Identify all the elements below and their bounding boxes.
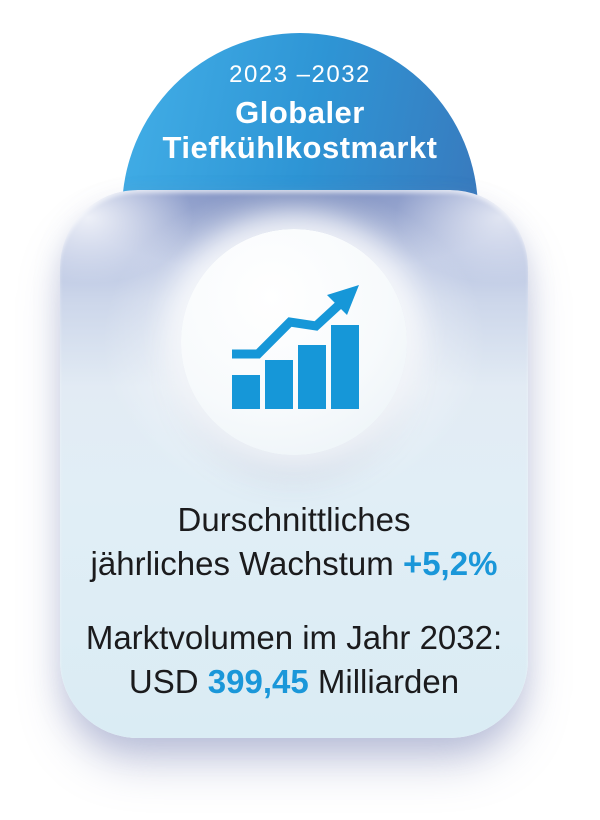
growth-line1: Durschnittliches <box>60 498 528 542</box>
bar-4 <box>331 325 359 409</box>
growth-stat: Durschnittliches jährliches Wachstum +5,… <box>60 498 528 586</box>
page-title: Globaler Tiefkühlkostmarkt <box>162 95 438 165</box>
trend-arrowhead <box>327 285 359 315</box>
trend-line <box>232 299 345 359</box>
growth-line2: jährliches Wachstum +5,2% <box>60 542 528 586</box>
growth-value: +5,2% <box>402 545 498 582</box>
icon-circle <box>181 229 407 455</box>
volume-label: Marktvolumen im Jahr 2032: <box>85 619 503 656</box>
bar-3 <box>298 345 326 409</box>
bar-2 <box>265 360 293 409</box>
growth-bar-chart-icon <box>232 285 359 409</box>
volume-stat: Marktvolumen im Jahr 2032: USD 399,45 Mi… <box>60 616 528 704</box>
stat-card: Durschnittliches jährliches Wachstum +5,… <box>60 190 528 738</box>
volume-line2: USD 399,45 Milliarden <box>60 660 528 704</box>
growth-text-line1: Durschnittliches <box>177 501 411 538</box>
volume-value: 399,45 <box>207 663 309 700</box>
volume-currency: USD <box>128 663 199 700</box>
period-label: 2023 –2032 <box>229 61 371 88</box>
volume-unit: Milliarden <box>317 663 460 700</box>
growth-text-line2: jährliches Wachstum <box>90 545 394 582</box>
volume-line1: Marktvolumen im Jahr 2032: <box>60 616 528 660</box>
bar-1 <box>232 375 260 409</box>
